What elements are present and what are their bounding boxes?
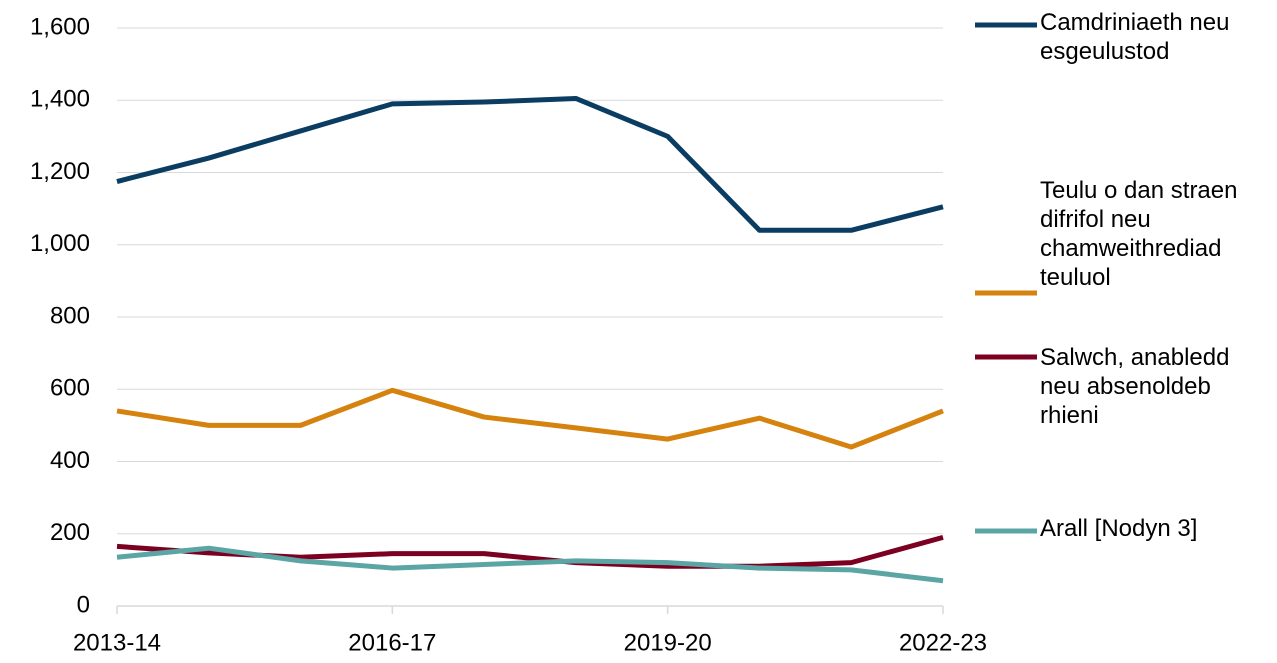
y-tick-label: 1,400 — [30, 86, 90, 113]
y-tick-label: 800 — [50, 302, 90, 329]
x-tick-label: 2016-17 — [348, 629, 436, 656]
y-tick-label: 0 — [77, 591, 90, 618]
series-line — [116, 387, 944, 450]
legend-label: Arall [Nodyn 3] — [1040, 515, 1198, 542]
y-tick-label: 400 — [50, 447, 90, 474]
series-line — [116, 545, 944, 584]
x-tick-label: 2013-14 — [73, 629, 161, 656]
legend-label: Salwch, anabledd neu absenoldeb rhieni — [1040, 344, 1230, 429]
y-tick-label: 1,200 — [30, 158, 90, 185]
legend-label: Camdriniaeth neu esgeulustod — [1040, 9, 1230, 65]
series-line — [116, 95, 944, 233]
y-tick-label: 1,600 — [30, 13, 90, 40]
x-tick-label: 2022-23 — [899, 629, 987, 656]
y-tick-label: 600 — [50, 375, 90, 402]
x-tick-label: 2019-20 — [624, 629, 712, 656]
y-tick-label: 1,000 — [30, 230, 90, 257]
legend-label: Teulu o dan straen difrifol neu chamweit… — [1040, 177, 1238, 291]
y-tick-label: 200 — [50, 519, 90, 546]
